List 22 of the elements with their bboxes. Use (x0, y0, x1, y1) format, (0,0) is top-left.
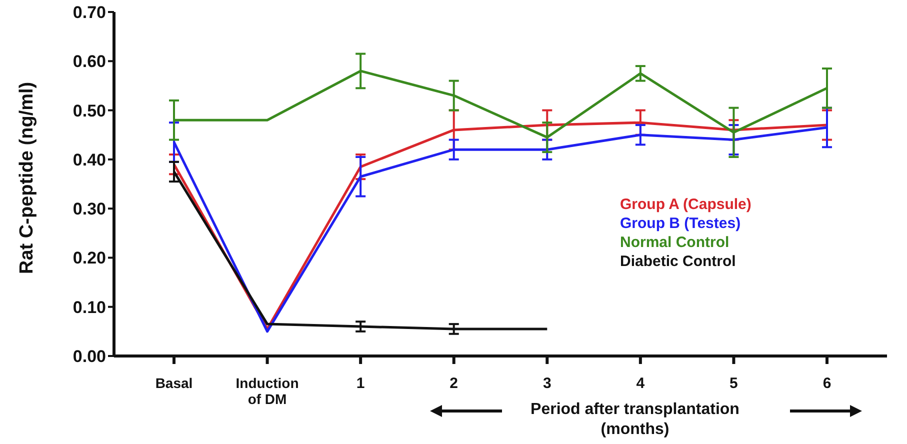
x-tick-label: Induction of DM (236, 375, 299, 407)
x-tick-label: Basal (155, 375, 193, 391)
y-tick-label: 0.30 (72, 200, 106, 219)
y-tick-label: 0.50 (72, 101, 106, 120)
x-tick-label: 5 (730, 375, 738, 392)
x-axis-title: Period after transplantation (months) (530, 400, 740, 440)
y-tick-label: 0.60 (72, 52, 106, 72)
x-tick-label: 3 (542, 375, 552, 392)
y-tick-label: 0.00 (72, 347, 106, 366)
x-tick-label: 4 (636, 375, 646, 392)
y-axis-title: Rat C-peptide (ng/ml) (16, 82, 38, 274)
text: Normal Control (620, 233, 730, 252)
text: Diabetic Control (620, 252, 737, 271)
text: Group B (Testes) (620, 214, 742, 233)
y-tick-label: 0.40 (72, 150, 106, 170)
x-tick-label: 6 (822, 375, 832, 392)
x-tick-label: 2 (450, 375, 458, 392)
y-tick-label: 0.20 (72, 248, 106, 268)
y-tick-label: 0.10 (72, 298, 106, 317)
y-tick-label: 0.70 (72, 3, 106, 22)
text: Group A (Capsule) (620, 195, 752, 214)
x-tick-label: 1 (356, 375, 365, 392)
